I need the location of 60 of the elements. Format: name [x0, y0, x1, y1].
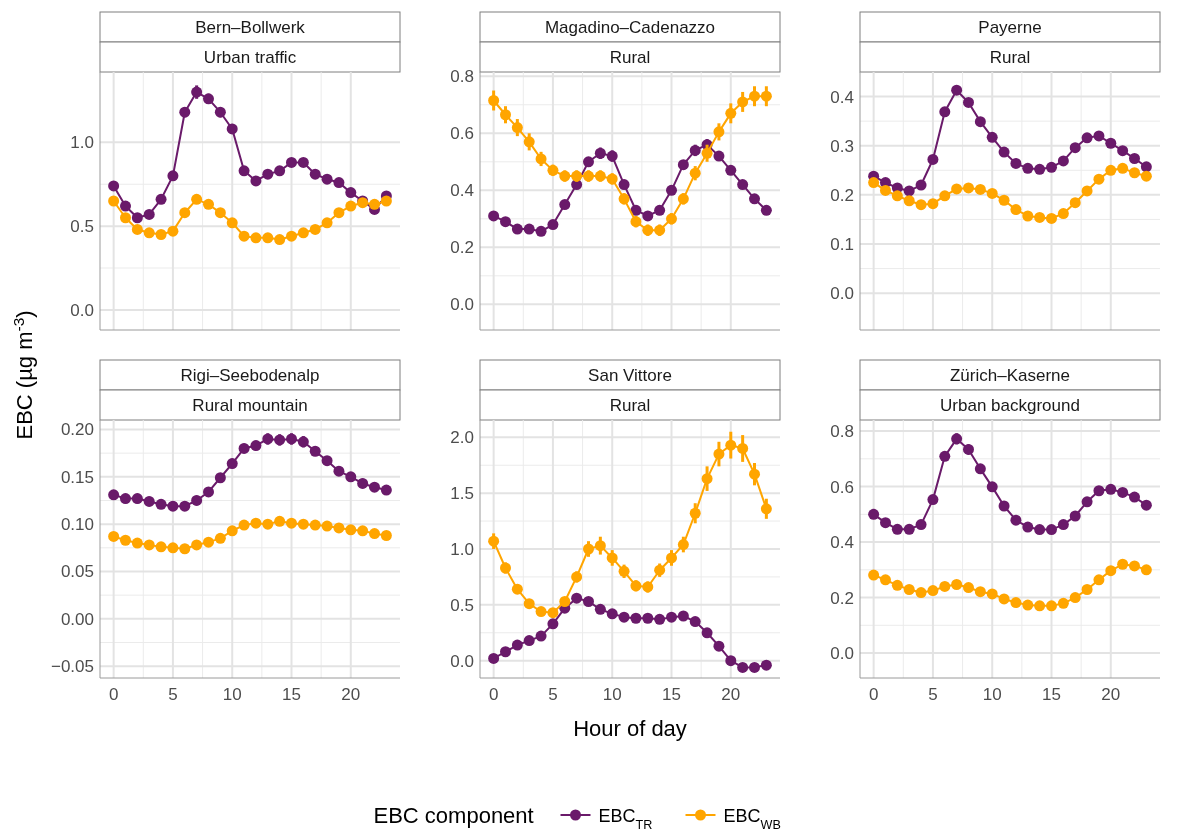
x-tick-label: 5 — [928, 685, 938, 704]
y-tick-label: 0.0 — [450, 295, 474, 315]
y-tick-label: 2.0 — [450, 428, 474, 448]
x-tick-label: 5 — [548, 685, 558, 704]
x-tick-label: 15 — [662, 685, 681, 704]
x-tick-label: 0 — [488, 685, 499, 704]
y-tick-label: 1.0 — [70, 133, 94, 153]
y-tick-label: 0.6 — [830, 477, 854, 497]
x-tick-label: 0 — [868, 685, 879, 704]
chart-subtitle: Rural — [609, 48, 651, 67]
x-tick-label: 20 — [721, 685, 741, 704]
y-tick-label: 0.2 — [830, 588, 854, 608]
chart-subtitle: Rural mountain — [192, 396, 308, 415]
y-tick-label: 0.4 — [830, 533, 854, 553]
chart-title: Zürich–Kaserne — [949, 366, 1071, 385]
y-tick-label: 0.0 — [830, 284, 854, 304]
y-tick-label: 0.6 — [450, 124, 474, 144]
legend-label: EBC$_{WB}$ — [723, 806, 781, 832]
legend-label: EBC$_{TR}$ — [598, 806, 653, 832]
chart-title: Rigi–Seebodenalp — [180, 366, 320, 385]
y-tick-label: 0.5 — [450, 595, 474, 615]
y-tick-label: −0.05 — [50, 657, 94, 677]
y-tick-label: 0.00 — [60, 609, 94, 629]
chart-subtitle: Urban traffic — [203, 48, 297, 67]
y-tick-label: 0.2 — [450, 238, 474, 258]
y-tick-label: 0.3 — [830, 136, 854, 156]
chart-title: San Vittore — [588, 366, 672, 385]
y-tick-label: 0.0 — [450, 651, 474, 671]
chart-title: Bern–Bollwerk — [195, 18, 306, 37]
y-tick-label: 0.4 — [830, 87, 854, 107]
chart-subtitle: Rural — [609, 396, 651, 415]
legend-title: EBC component — [373, 803, 534, 828]
x-tick-label: 15 — [282, 685, 301, 704]
y-tick-label: 0.5 — [70, 217, 94, 237]
y-tick-label: 0.20 — [60, 420, 94, 440]
y-tick-label: 0.0 — [830, 644, 854, 664]
x-tick-label: 10 — [982, 685, 1002, 704]
x-tick-label: 15 — [1042, 685, 1061, 704]
y-tick-label: 0.8 — [450, 67, 474, 87]
x-tick-label: 0 — [108, 685, 119, 704]
chart-title: Payerne — [978, 18, 1042, 37]
y-tick-label: 1.0 — [450, 540, 474, 559]
y-tick-label: 0.05 — [60, 562, 94, 582]
x-tick-label: 20 — [1101, 685, 1121, 704]
y-tick-label: 0.10 — [60, 515, 94, 535]
chart-subtitle: Urban background — [940, 396, 1080, 415]
y-tick-label: 0.15 — [60, 467, 94, 487]
chart-title: Magadino–Cadenazzo — [544, 18, 716, 37]
x-tick-label: 10 — [602, 685, 622, 704]
y-tick-label: 0.8 — [830, 422, 854, 442]
x-tick-label: 20 — [341, 685, 361, 704]
y-tick-label: 0.4 — [450, 181, 474, 201]
y-tick-label: 1.5 — [450, 484, 474, 504]
x-tick-label: 10 — [222, 685, 242, 704]
x-axis-title: Hour of day — [573, 716, 687, 741]
y-tick-label: 0.1 — [830, 235, 854, 254]
x-tick-label: 5 — [168, 685, 178, 704]
chart-subtitle: Rural — [989, 48, 1031, 67]
y-tick-label: 0.2 — [830, 185, 854, 205]
y-tick-label: 0.0 — [70, 300, 94, 320]
